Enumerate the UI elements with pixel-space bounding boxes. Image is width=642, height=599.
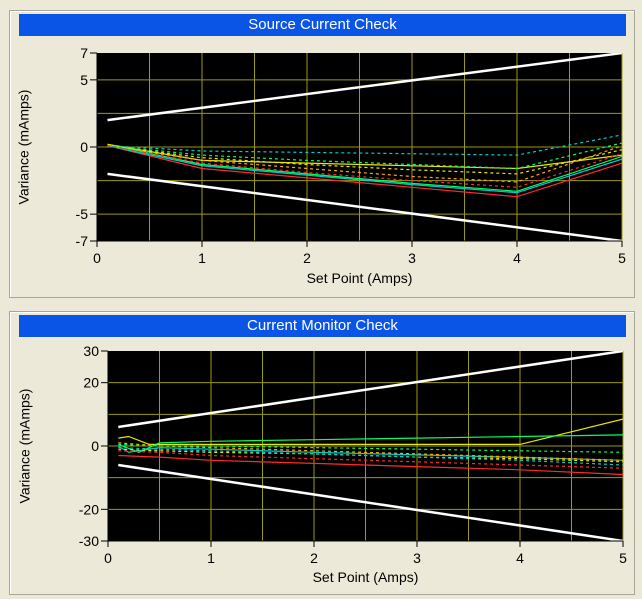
y-tick-label: -7 — [76, 233, 89, 249]
x-tick-label: 4 — [513, 250, 521, 266]
y-tick-label: 20 — [83, 375, 99, 391]
current-monitor-panel: Current Monitor Check 30 20 0 -20 -30 0 1 2 3 4 5 S… — [9, 311, 635, 595]
x-tick-label: 5 — [618, 250, 626, 266]
source-current-panel: Source Current Check 7 5 0 -5 -7 0 1 2 3 4 5 Set Po… — [9, 10, 635, 298]
y-tick-label: 7 — [80, 45, 88, 61]
y-tick-label: -20 — [79, 501, 99, 517]
x-tick-label: 5 — [619, 550, 627, 566]
y-tick-label: 0 — [91, 438, 99, 454]
x-tick-label: 4 — [516, 550, 524, 566]
x-axis-title: Set Point (Amps) — [313, 569, 419, 585]
y-tick-label: 0 — [80, 139, 88, 155]
x-tick-label: 3 — [408, 250, 416, 266]
y-tick-label: -5 — [76, 206, 89, 222]
x-tick-label: 0 — [93, 250, 101, 266]
x-tick-label: 1 — [198, 250, 206, 266]
y-axis-title: Variance (mAmps) — [17, 389, 33, 504]
y-tick-label: 5 — [80, 72, 88, 88]
x-tick-label: 2 — [310, 550, 318, 566]
x-tick-label: 1 — [207, 550, 215, 566]
current-monitor-chart: 30 20 0 -20 -30 0 1 2 3 4 5 Set Point (Amps) Varianc… — [10, 312, 634, 594]
y-tick-label: 30 — [83, 343, 99, 359]
x-tick-label: 3 — [413, 550, 421, 566]
x-tick-label: 0 — [104, 550, 112, 566]
x-tick-label: 2 — [303, 250, 311, 266]
y-tick-label: -30 — [79, 533, 99, 549]
x-axis-title: Set Point (Amps) — [307, 270, 413, 286]
y-axis-title: Variance (mAmps) — [16, 90, 32, 205]
